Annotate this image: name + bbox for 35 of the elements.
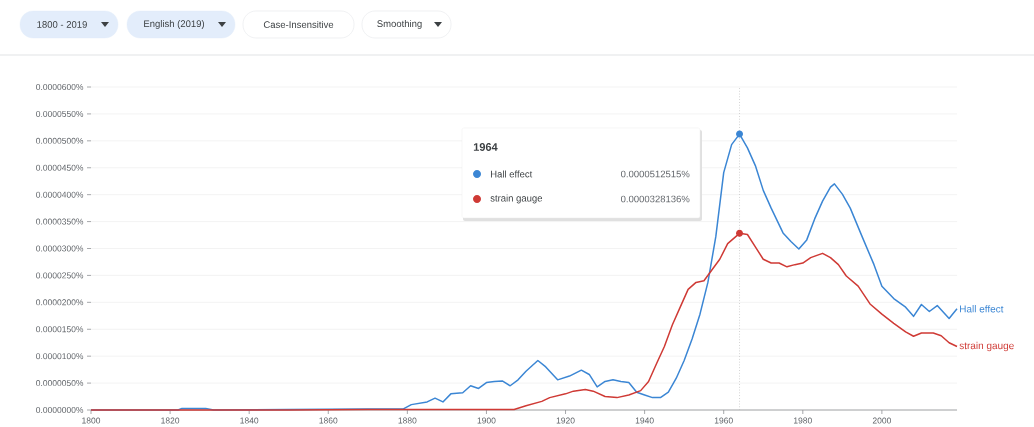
y-tick-label: 0.0000600% <box>36 83 84 91</box>
y-tick-label: 0.0000450% <box>36 164 84 171</box>
x-tick-label: 1800 <box>82 417 101 424</box>
text: strain gauge <box>959 341 1014 352</box>
text: 1800 - 2019 <box>37 21 87 28</box>
legend-label: strain gauge <box>490 194 543 204</box>
x-tick-label: 1860 <box>319 417 338 424</box>
annotation: 0.0000512515% <box>620 170 690 178</box>
x-tick-label: 1820 <box>161 417 180 424</box>
text: Hall effect <box>960 305 1004 313</box>
y-tick-label: 0.0000300% <box>36 245 84 252</box>
y-tick-label: 0.0000350% <box>36 218 84 225</box>
y-tick-label: 0.0000050% <box>36 380 84 387</box>
annotation: 1964 <box>473 143 498 151</box>
y-tick-label: 0.0000200% <box>36 299 84 306</box>
text: English (2019) <box>144 20 205 29</box>
x-tick-label: 1980 <box>793 417 812 424</box>
legend-label: Hall effect <box>490 170 533 178</box>
y-tick-label: 0.0000100% <box>36 353 84 360</box>
x-tick-label: 1940 <box>635 417 654 424</box>
y-tick-label: 0.0000000% <box>36 406 84 413</box>
annotation: 0.0000328136% <box>620 195 690 203</box>
y-tick-label: 0.0000150% <box>36 326 84 333</box>
x-tick-label: 2000 <box>872 417 891 424</box>
x-tick-label: 1960 <box>714 417 733 424</box>
y-tick-label: 0.0000250% <box>36 272 84 279</box>
text: Case-Insensitive <box>263 21 334 28</box>
x-tick-label: 1900 <box>477 417 496 424</box>
x-tick-label: 1920 <box>556 417 575 424</box>
y-tick-label: 0.0000400% <box>36 191 84 198</box>
text: Smoothing <box>377 20 422 29</box>
x-tick-label: 1840 <box>240 417 259 424</box>
y-tick-label: 0.0000550% <box>36 110 84 117</box>
x-tick-label: 1880 <box>398 417 417 424</box>
y-tick-label: 0.0000500% <box>36 137 84 144</box>
